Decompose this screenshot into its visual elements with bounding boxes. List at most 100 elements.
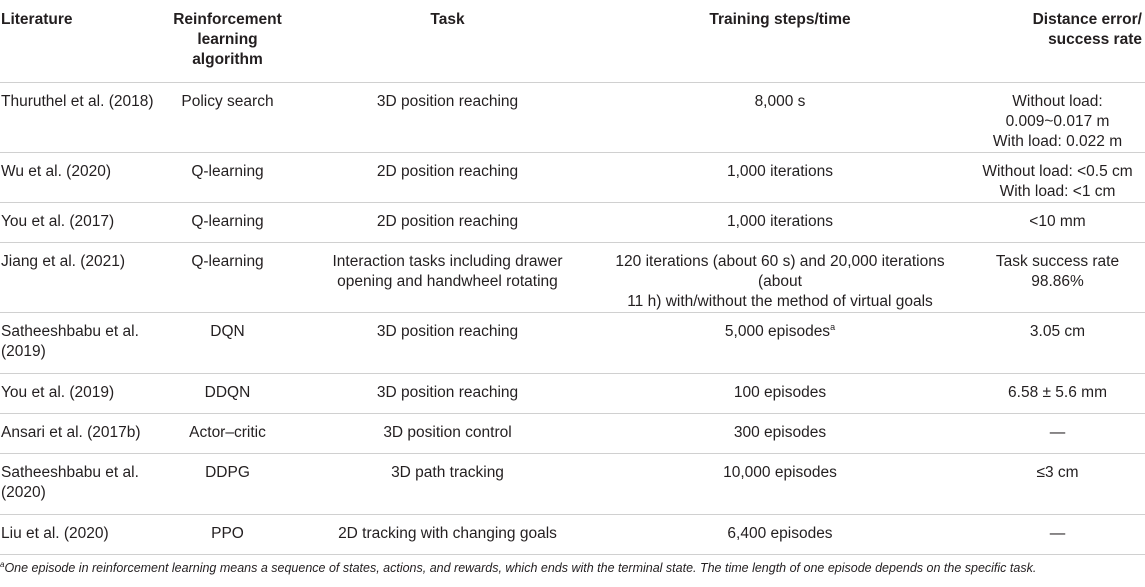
cell-task: Interaction tasks including drawer openin… bbox=[295, 242, 600, 313]
header-text-line: algorithm bbox=[192, 51, 263, 68]
cell-text-line: Jiang et al. (2021) bbox=[1, 252, 126, 270]
table-row: You et al. (2017) Q-learning 2D position r… bbox=[0, 202, 1145, 243]
cell-literature: Ansari et al. (2017b) bbox=[0, 413, 160, 454]
cell-error: — bbox=[960, 413, 1145, 454]
header-text-line: Distance error/ bbox=[1032, 11, 1142, 28]
cell-text-line: 98.86% bbox=[1031, 272, 1084, 290]
table-row: Liu et al. (2020) PPO 2D tracking with cha… bbox=[0, 514, 1145, 555]
cell-text-line: 3D position reaching bbox=[376, 383, 519, 401]
cell-text-line: With load: 0.022 m bbox=[992, 132, 1123, 150]
cell-algorithm: Q-learning bbox=[160, 202, 295, 243]
cell-text-line: opening and handwheel rotating bbox=[337, 272, 558, 290]
cell-text-line: You et al. (2017) bbox=[1, 212, 115, 230]
header-row: Literature Reinforcement learning algorithm… bbox=[0, 0, 1145, 83]
cell-text-line: Thuruthel et al. (2018) bbox=[1, 92, 154, 110]
cell-text-line: <10 mm bbox=[1029, 212, 1086, 230]
cell-text-line: Without load: <0.5 cm bbox=[982, 162, 1133, 180]
cell-text-line: — bbox=[1049, 423, 1066, 441]
cell-text-line: 3D position reaching bbox=[376, 322, 519, 340]
cell-text-line: 10,000 episodes bbox=[723, 463, 837, 481]
cell-text-line: 120 iterations (about 60 s) and 20,000 i… bbox=[615, 252, 945, 290]
cell-error: Without load: <0.5 cm With load: <1 cm bbox=[960, 152, 1145, 203]
footnote-text: One episode in reinforcement learning me… bbox=[4, 560, 1037, 575]
cell-algorithm: Actor–critic bbox=[160, 413, 295, 454]
cell-text-line: Interaction tasks including drawer bbox=[332, 252, 563, 270]
header-algorithm: Reinforcement learning algorithm bbox=[160, 0, 295, 83]
cell-algorithm: DDQN bbox=[160, 373, 295, 414]
cell-task: 3D path tracking bbox=[295, 453, 600, 515]
table-header: Literature Reinforcement learning algorithm… bbox=[0, 0, 1145, 83]
cell-text-line: With load: <1 cm bbox=[999, 182, 1116, 200]
cell-error: — bbox=[960, 514, 1145, 555]
cell-text-line: Task success rate bbox=[995, 252, 1120, 270]
cell-algorithm: PPO bbox=[160, 514, 295, 555]
cell-literature: Satheeshbabu et al. (2019) bbox=[0, 312, 160, 374]
cell-training: 5,000 episodesa bbox=[600, 312, 960, 374]
header-text-line: Literature bbox=[1, 11, 73, 28]
cell-algorithm: Q-learning bbox=[160, 242, 295, 313]
header-text-line: Training steps/time bbox=[709, 11, 851, 28]
cell-literature: Wu et al. (2020) bbox=[0, 152, 160, 203]
header-literature: Literature bbox=[0, 0, 160, 83]
table-row: Thuruthel et al. (2018) Policy search 3D p… bbox=[0, 82, 1145, 153]
cell-training: 300 episodes bbox=[600, 413, 960, 454]
cell-text: 5,000 episodes bbox=[724, 322, 831, 340]
cell-text-line: — bbox=[1049, 524, 1066, 542]
cell-text-line: 6.58 ± 5.6 mm bbox=[1008, 383, 1107, 401]
cell-training: 6,400 episodes bbox=[600, 514, 960, 555]
table-row: Jiang et al. (2021) Q-learning Interaction… bbox=[0, 242, 1145, 313]
cell-literature: You et al. (2019) bbox=[0, 373, 160, 414]
table-row: You et al. (2019) DDQN 3D position reachin… bbox=[0, 373, 1145, 414]
header-text-line: success rate bbox=[1048, 31, 1142, 48]
cell-text-line: 11 h) with/without the method of virtual… bbox=[627, 292, 933, 310]
table-footnote: aOne episode in reinforcement learning m… bbox=[0, 555, 1145, 577]
cell-text-line: ≤3 cm bbox=[1036, 463, 1079, 481]
cell-literature: You et al. (2017) bbox=[0, 202, 160, 243]
cell-error: Task success rate 98.86% bbox=[960, 242, 1145, 313]
cell-text-line: 3.05 cm bbox=[1029, 322, 1086, 340]
cell-training: 120 iterations (about 60 s) and 20,000 i… bbox=[600, 242, 960, 313]
cell-text-line: (2020) bbox=[1, 483, 46, 501]
cell-training: 10,000 episodes bbox=[600, 453, 960, 515]
cell-text-line: 6,400 episodes bbox=[727, 524, 833, 542]
cell-literature: Jiang et al. (2021) bbox=[0, 242, 160, 313]
cell-training: 8,000 s bbox=[600, 82, 960, 153]
cell-task: 3D position reaching bbox=[295, 312, 600, 374]
cell-text-line: 1,000 iterations bbox=[727, 212, 833, 230]
footnote-marker: a bbox=[0, 559, 5, 569]
header-text-line: learning bbox=[197, 31, 258, 48]
cell-task: 2D position reaching bbox=[295, 202, 600, 243]
cell-error: Without load: 0.009~0.017 m With load: 0.0… bbox=[960, 82, 1145, 153]
cell-text-line: 0.009~0.017 m bbox=[1005, 112, 1110, 130]
cell-text-line: 5,000 episodesa bbox=[600, 322, 960, 342]
cell-text-line: 3D position reaching bbox=[376, 92, 519, 110]
cell-text-line: 100 episodes bbox=[733, 383, 827, 401]
table-row: Wu et al. (2020) Q-learning 2D position re… bbox=[0, 152, 1145, 203]
cell-text-line: Ansari et al. (2017b) bbox=[1, 423, 141, 441]
cell-algorithm: Policy search bbox=[160, 82, 295, 153]
cell-error: 6.58 ± 5.6 mm bbox=[960, 373, 1145, 414]
table-row: Ansari et al. (2017b) Actor–critic 3D posi… bbox=[0, 413, 1145, 454]
cell-text-line: Without load: bbox=[1012, 92, 1103, 110]
cell-text-line: Satheeshbabu et al. bbox=[1, 322, 139, 340]
cell-text-line: Satheeshbabu et al. bbox=[1, 463, 139, 481]
cell-text-line: 2D position reaching bbox=[376, 162, 519, 180]
cell-training: 1,000 iterations bbox=[600, 152, 960, 203]
cell-algorithm: Q-learning bbox=[160, 152, 295, 203]
cell-algorithm: DDPG bbox=[160, 453, 295, 515]
cell-text-line: 3D path tracking bbox=[391, 463, 504, 481]
cell-text-line: 2D tracking with changing goals bbox=[338, 524, 557, 542]
table-row: Satheeshbabu et al. (2019) DQN 3D position … bbox=[0, 312, 1145, 374]
cell-error: ≤3 cm bbox=[960, 453, 1145, 515]
header-task: Task bbox=[295, 0, 600, 83]
cell-error: <10 mm bbox=[960, 202, 1145, 243]
table-body: Thuruthel et al. (2018) Policy search 3D p… bbox=[0, 82, 1145, 555]
cell-task: 3D position control bbox=[295, 413, 600, 454]
cell-literature: Thuruthel et al. (2018) bbox=[0, 82, 160, 153]
cell-algorithm: DQN bbox=[160, 312, 295, 374]
cell-text-line: 3D position control bbox=[383, 423, 512, 441]
cell-literature: Satheeshbabu et al. (2020) bbox=[0, 453, 160, 515]
cell-error: 3.05 cm bbox=[960, 312, 1145, 374]
cell-text-line: 1,000 iterations bbox=[727, 162, 833, 180]
